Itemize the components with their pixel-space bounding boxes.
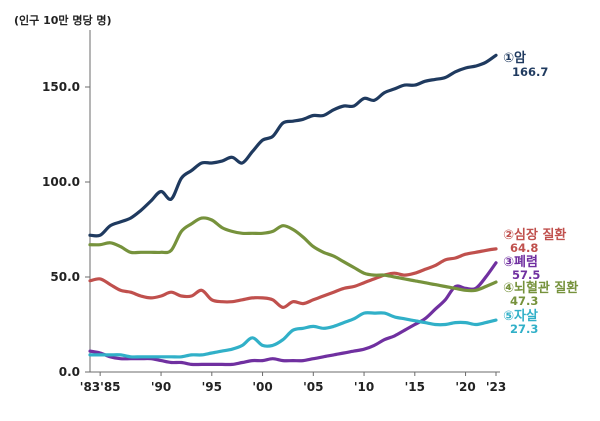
unit-label: (인구 10만 명당 명) — [14, 13, 112, 27]
y-tick-label: 0.0 — [59, 365, 80, 379]
x-tick-label: '83'85 — [80, 380, 121, 394]
y-tick-label: 150.0 — [42, 80, 80, 94]
axes: 0.0 50.0 100.0 150.0 '83'85 '90 '95 '00 '05 '10 '1… — [42, 30, 506, 394]
x-tick-label: '95 — [202, 380, 222, 394]
series-name-label: ⑤자살 — [503, 308, 538, 324]
series-name-label: ①암 — [503, 50, 526, 66]
series-name-label: ④뇌혈관 질환 — [503, 280, 578, 296]
x-tick-label: '20 — [455, 380, 475, 394]
series-lines — [88, 53, 498, 367]
x-tick-label: '15 — [405, 380, 425, 394]
x-tick-label: '00 — [252, 380, 272, 394]
series-final-value-label: 64.8 — [510, 241, 538, 255]
series-name-label: ②심장 질환 — [503, 227, 566, 243]
y-tick-label: 100.0 — [42, 175, 80, 189]
series-line-cerebrovascular-disease — [88, 216, 498, 293]
series-line-heart-disease — [88, 247, 498, 309]
x-tick-label: '10 — [354, 380, 374, 394]
series-final-value-label: 57.5 — [512, 268, 540, 282]
series-final-value-label: 166.7 — [512, 65, 548, 79]
x-tick-label: '23 — [486, 380, 506, 394]
x-tick-label: '05 — [303, 380, 323, 394]
x-tick-label: '90 — [151, 380, 171, 394]
series-final-value-label: 47.3 — [510, 294, 538, 308]
series-line-suicide — [88, 311, 498, 359]
series-name-label: ③폐렴 — [503, 255, 538, 270]
y-tick-label: 50.0 — [50, 270, 80, 284]
series-line-pneumonia — [88, 261, 498, 367]
series-line-cancer — [88, 53, 498, 238]
series-final-value-label: 27.3 — [510, 322, 538, 336]
